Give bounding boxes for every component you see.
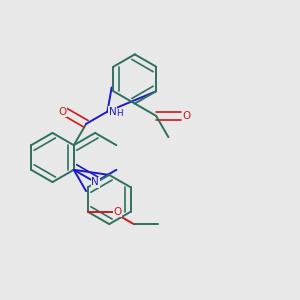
Text: N: N [91, 177, 99, 187]
Text: O: O [113, 207, 122, 217]
Text: N: N [109, 106, 117, 117]
Text: O: O [182, 111, 190, 121]
Text: O: O [58, 106, 67, 117]
Text: H: H [116, 109, 122, 118]
